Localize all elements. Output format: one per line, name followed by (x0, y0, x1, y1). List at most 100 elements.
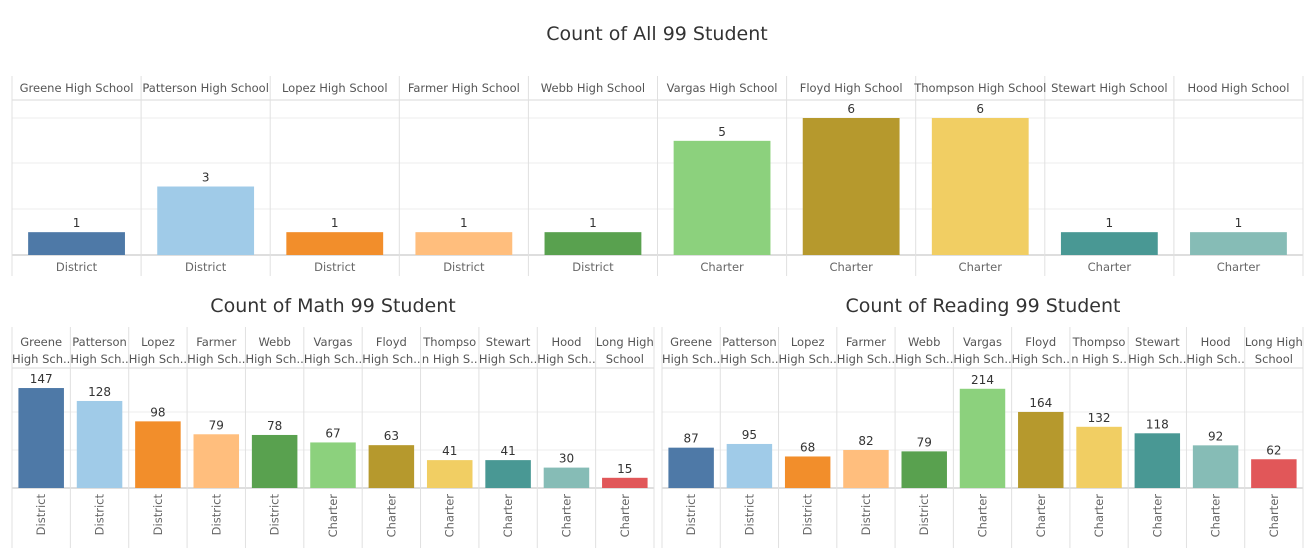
bar (959, 388, 1006, 488)
column-header-line2: High Sch.. (187, 352, 245, 366)
column-header-line1: Farmer (196, 335, 236, 349)
column-header-line2: High Sch.. (362, 352, 420, 366)
bar-value-label: 1 (460, 216, 468, 230)
column-header: Patterson High School (142, 81, 269, 95)
school-type-label: District (209, 494, 223, 536)
bar-value-label: 92 (1208, 429, 1223, 443)
bar-value-label: 1 (1106, 216, 1114, 230)
column-header-line2: High Sch.. (662, 352, 720, 366)
school-type-label: Charter (501, 494, 515, 538)
bar (415, 232, 513, 255)
bar-value-label: 41 (442, 444, 457, 458)
column-header-line2: High Sch.. (70, 352, 128, 366)
bar (602, 477, 648, 488)
bar (726, 443, 773, 488)
column-header: Greene High School (20, 81, 134, 95)
bar-value-label: 30 (559, 452, 574, 466)
school-type-label: District (93, 494, 107, 536)
bar-value-label: 6 (976, 102, 984, 116)
bar (286, 232, 384, 255)
column-header-line1: Thompso (422, 335, 476, 349)
column-header: Farmer High School (408, 81, 520, 95)
column-header-line1: Thompso (1072, 335, 1126, 349)
bar (1190, 232, 1287, 255)
school-type-label: Charter (1034, 494, 1048, 538)
bar (673, 140, 771, 255)
column-header-line2: High Sch.. (895, 352, 953, 366)
column-header-line1: Patterson (72, 335, 127, 349)
column-header-line1: Long High (596, 335, 654, 349)
column-header-line2: High Sch.. (720, 352, 778, 366)
school-type-label: District (314, 260, 356, 274)
bar-value-label: 62 (1266, 443, 1281, 457)
column-header-line2: High Sch.. (1128, 352, 1186, 366)
school-type-label: Charter (1092, 494, 1106, 538)
bar (135, 421, 181, 488)
column-header-line2: High Sch.. (12, 352, 70, 366)
school-type-label: Charter (1209, 494, 1223, 538)
column-header-line1: Webb (908, 335, 940, 349)
bar-value-label: 68 (800, 440, 815, 454)
column-header-line2: High Sch.. (1012, 352, 1070, 366)
bar-value-label: 1 (1235, 216, 1243, 230)
school-type-label: Charter (1088, 260, 1132, 274)
bar (157, 186, 255, 255)
school-type-label: Charter (700, 260, 744, 274)
bar (426, 460, 473, 488)
school-type-label: District (185, 260, 227, 274)
school-type-label: District (801, 494, 815, 536)
column-header-line1: Hood (551, 335, 581, 349)
bar (1134, 433, 1181, 488)
column-header-line2: High Sch.. (537, 352, 595, 366)
bar-value-label: 79 (209, 418, 224, 432)
column-header: Floyd High School (800, 81, 903, 95)
school-type-label: District (151, 494, 165, 536)
school-type-label: Charter (976, 494, 990, 538)
chart-title: Count of Math 99 Student (210, 295, 455, 317)
bar-value-label: 67 (325, 426, 340, 440)
school-type-label: Charter (559, 494, 573, 538)
bar (1060, 232, 1158, 255)
bar-value-label: 3 (202, 171, 210, 185)
bar (251, 434, 298, 488)
column-header-line1: Lopez (791, 335, 825, 349)
bar (1018, 411, 1064, 488)
chart-title: Count of All 99 Student (546, 23, 767, 45)
column-header-line1: Stewart (486, 335, 531, 349)
column-header-line1: Vargas (314, 335, 353, 349)
column-header-line2: High Sch.. (304, 352, 362, 366)
bar-value-label: 1 (331, 216, 339, 230)
bar-value-label: 82 (858, 434, 873, 448)
school-type-label: District (56, 260, 98, 274)
bar-value-label: 1 (589, 216, 597, 230)
column-header-line2: High Sch.. (479, 352, 537, 366)
bar (843, 449, 889, 488)
bar (544, 232, 642, 255)
bar-value-label: 132 (1088, 411, 1111, 425)
bar-value-label: 5 (718, 125, 726, 139)
column-header-line1: Webb (258, 335, 290, 349)
bar (802, 118, 900, 255)
bar-value-label: 6 (847, 102, 855, 116)
bar-value-label: 15 (617, 462, 632, 476)
bar (76, 400, 123, 488)
bar (1076, 426, 1122, 488)
bar (485, 460, 531, 488)
column-header-line2: School (606, 352, 644, 366)
bar-value-label: 128 (88, 385, 111, 399)
column-header-line2: School (1255, 352, 1293, 366)
bar (193, 434, 240, 488)
bar-value-label: 147 (30, 372, 53, 386)
bar (668, 447, 714, 488)
bar-value-label: 41 (500, 444, 515, 458)
bar-value-label: 87 (683, 432, 698, 446)
school-type-label: District (34, 494, 48, 536)
bar-value-label: 118 (1146, 417, 1169, 431)
bar (784, 456, 831, 488)
column-header: Vargas High School (667, 81, 778, 95)
school-type-label: District (742, 494, 756, 536)
school-type-label: District (859, 494, 873, 536)
column-header-line1: Floyd (1025, 335, 1056, 349)
column-header: Thompson High School (913, 81, 1046, 95)
bar-value-label: 95 (742, 428, 757, 442)
